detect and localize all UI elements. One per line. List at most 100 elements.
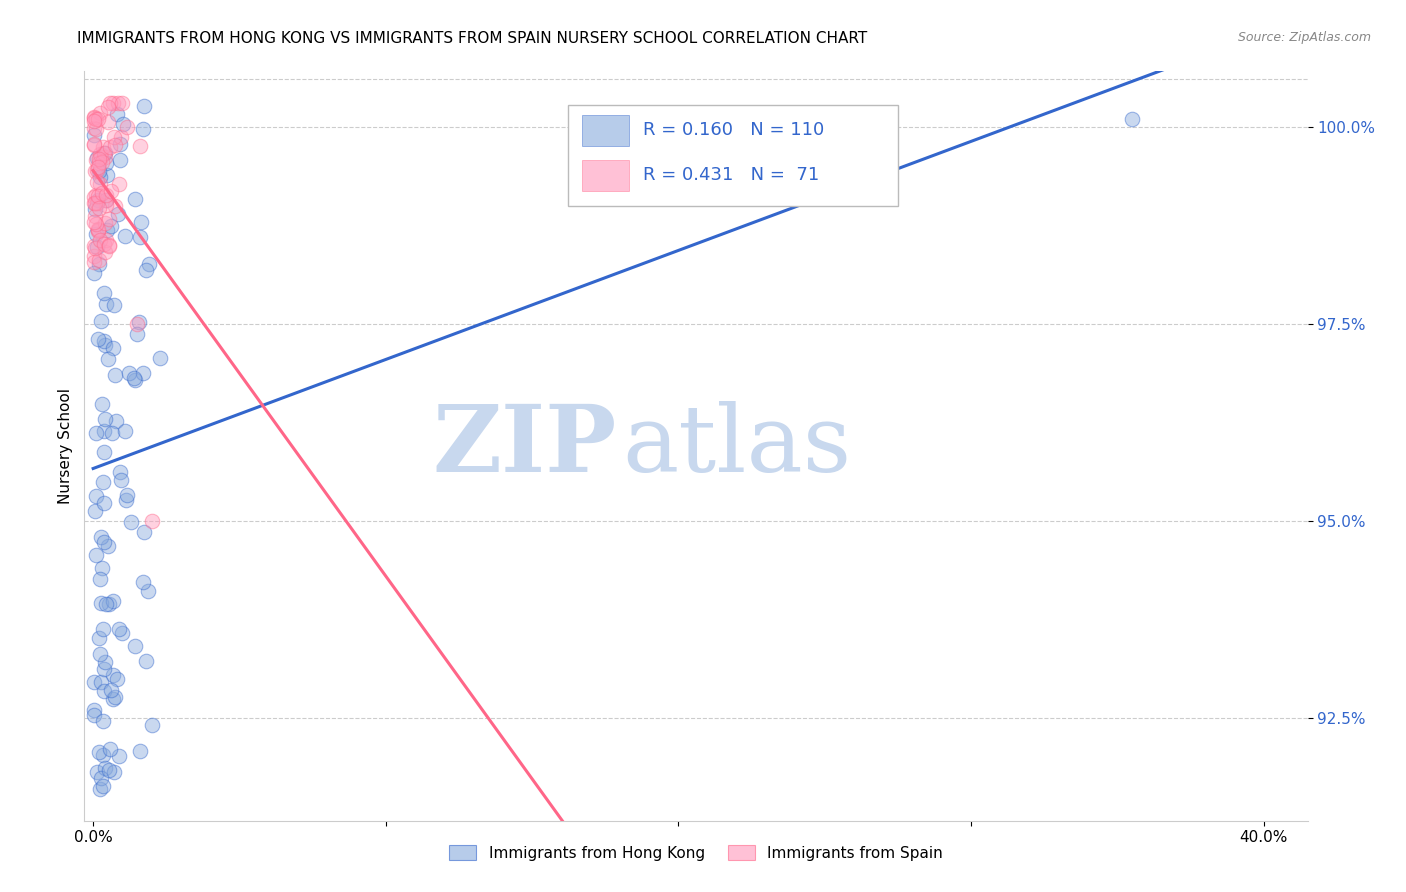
Point: [83, 195, 105, 210]
Point: [97, 539, 120, 553]
Point: [107, 207, 129, 221]
Point: [108, 749, 131, 764]
Point: [83, 674, 105, 689]
Point: [98, 598, 121, 612]
Point: [86, 765, 108, 780]
Point: [83, 114, 105, 128]
Point: [124, 192, 146, 206]
Point: [83, 110, 105, 124]
Point: [83, 249, 105, 263]
Point: [132, 574, 155, 589]
Point: [101, 341, 124, 355]
Point: [94, 194, 117, 208]
Point: [97, 239, 120, 253]
Point: [94, 297, 117, 311]
Point: [93, 145, 115, 160]
Point: [93, 761, 115, 775]
Point: [89, 169, 111, 184]
Point: [87, 257, 110, 271]
Text: R = 0.431   N =  71: R = 0.431 N = 71: [644, 166, 820, 184]
Point: [94, 150, 117, 164]
Point: [132, 366, 155, 380]
Point: [115, 120, 138, 134]
Point: [93, 662, 115, 676]
Point: [125, 327, 148, 342]
Point: [83, 138, 105, 153]
Point: [94, 188, 117, 202]
Point: [108, 465, 131, 479]
Point: [86, 227, 108, 241]
Point: [94, 198, 117, 212]
Point: [91, 622, 114, 636]
Point: [125, 317, 148, 331]
Point: [87, 332, 110, 346]
Point: [84, 490, 107, 504]
Text: R = 0.160   N = 110: R = 0.160 N = 110: [644, 120, 825, 139]
Point: [114, 229, 136, 244]
Point: [115, 488, 138, 502]
Point: [93, 244, 115, 259]
Point: [87, 202, 110, 216]
Point: [108, 177, 131, 191]
Point: [135, 654, 157, 668]
Point: [94, 655, 117, 669]
Point: [83, 195, 105, 210]
Point: [84, 188, 107, 202]
Point: [100, 219, 122, 234]
Point: [104, 137, 127, 152]
Point: [87, 745, 110, 759]
Point: [141, 718, 163, 732]
Point: [87, 194, 110, 208]
Point: [87, 152, 110, 166]
Point: [108, 622, 131, 636]
Point: [97, 763, 120, 777]
Point: [108, 137, 131, 152]
Point: [84, 217, 107, 231]
Point: [83, 255, 105, 269]
Point: [90, 150, 112, 164]
Point: [103, 298, 125, 312]
Point: [110, 473, 132, 487]
Point: [86, 196, 108, 211]
Point: [96, 222, 118, 236]
Point: [83, 202, 105, 216]
Y-axis label: Nursery School: Nursery School: [58, 388, 73, 504]
Point: [89, 647, 111, 661]
Point: [91, 748, 114, 763]
Point: [129, 215, 152, 229]
Point: [98, 238, 121, 252]
Point: [87, 189, 110, 203]
Point: [91, 714, 114, 728]
Point: [84, 241, 107, 255]
Point: [83, 164, 105, 178]
Point: [87, 223, 110, 237]
Point: [84, 153, 107, 167]
Point: [93, 445, 115, 459]
Point: [86, 222, 108, 236]
Point: [84, 112, 107, 127]
Point: [83, 120, 105, 135]
Point: [89, 177, 111, 191]
FancyBboxPatch shape: [582, 115, 628, 146]
Point: [87, 160, 110, 174]
Point: [110, 130, 132, 145]
Point: [97, 114, 120, 128]
Point: [105, 107, 128, 121]
Point: [93, 285, 115, 300]
Point: [89, 781, 111, 796]
Point: [96, 193, 118, 207]
Point: [91, 475, 114, 489]
Point: [91, 561, 114, 575]
Point: [83, 239, 105, 253]
Point: [83, 702, 105, 716]
Point: [97, 99, 120, 113]
Point: [115, 493, 138, 508]
Point: [87, 224, 110, 238]
Point: [90, 397, 112, 411]
Point: [104, 199, 127, 213]
Point: [122, 370, 145, 384]
Point: [83, 190, 105, 204]
Point: [104, 368, 127, 382]
Point: [93, 425, 115, 439]
Point: [90, 675, 112, 690]
